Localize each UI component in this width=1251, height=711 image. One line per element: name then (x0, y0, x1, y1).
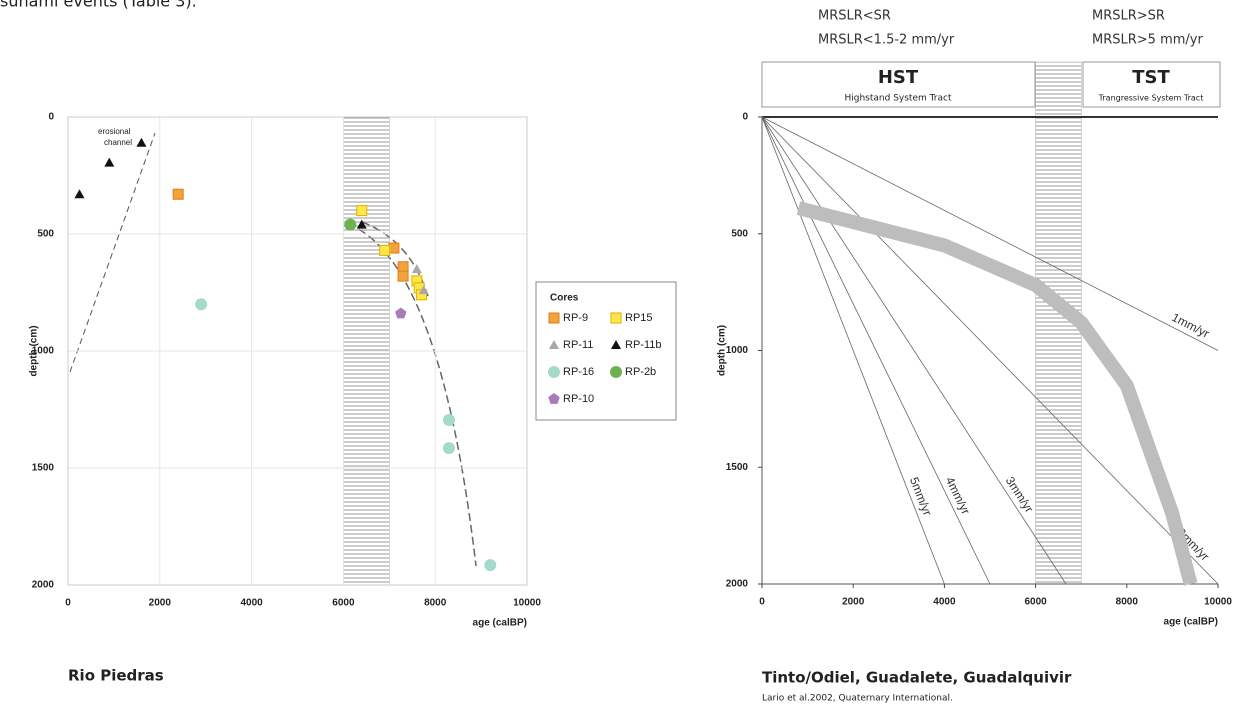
legend-title: Cores (550, 293, 579, 304)
legend-label: RP-2b (625, 366, 656, 378)
marker (344, 218, 357, 231)
trend-band (796, 201, 1198, 586)
marker (397, 270, 409, 282)
marker (418, 285, 429, 295)
marker (172, 188, 184, 200)
marker (104, 157, 115, 167)
annotation: erosional (98, 127, 131, 136)
rate-line (761, 116, 945, 585)
x-tick-label: 0 (759, 597, 765, 608)
y-tick-label: 500 (37, 229, 54, 240)
marker (356, 205, 368, 217)
hst-box (761, 61, 1036, 108)
legend-marker (610, 312, 622, 324)
legend-label: RP-11b (625, 339, 661, 351)
y-tick-label: 1500 (32, 463, 55, 474)
marker (379, 244, 391, 256)
legend-label: RP-10 (563, 393, 594, 405)
x-tick-label: 10000 (513, 598, 541, 609)
marker (442, 442, 455, 455)
source: Lario et al.2002, Quaternary Internation… (762, 694, 953, 704)
y-tick-label: 2000 (32, 580, 55, 591)
x-tick-label: 2000 (149, 598, 172, 609)
legend-label: RP-11 (563, 339, 593, 351)
rate-line (761, 116, 1067, 585)
marker (388, 242, 400, 254)
marker (136, 137, 147, 147)
x-tick-label: 4000 (933, 597, 956, 608)
rate-line (761, 116, 1219, 585)
rate-line (761, 116, 1219, 351)
legend-marker (548, 393, 560, 404)
chart-title: Tinto/Odiel, Guadalete, Guadalquivir (762, 669, 1072, 687)
x-tick-label: 6000 (332, 598, 355, 609)
x-tick-label: 4000 (240, 598, 263, 609)
legend-marker (549, 340, 559, 349)
hst-sub: Highstand System Tract (845, 94, 952, 104)
guide-curve (69, 132, 156, 373)
y-tick-label: 1000 (726, 345, 749, 356)
x-tick-label: 6000 (1024, 597, 1047, 608)
y-tick-label: 1500 (726, 462, 749, 473)
y-tick-label: 1000 (32, 346, 55, 357)
x-tick-label: 2000 (842, 597, 865, 608)
body-text: sunami events (Table 3). (0, 0, 197, 11)
hst-label: HST (878, 67, 919, 88)
plot-frame (67, 116, 528, 586)
chart-title: Rio Piedras (68, 667, 164, 685)
y-tick-label: 0 (48, 112, 54, 123)
y-tick-label: 2000 (726, 579, 749, 590)
y-axis-label: depth (cm) (29, 325, 40, 376)
x-tick-label: 0 (65, 598, 71, 609)
x-axis-label: age (calBP) (473, 618, 527, 629)
marker (356, 219, 367, 229)
marker (395, 307, 407, 319)
marker (442, 414, 455, 427)
x-axis-label: age (calBP) (1164, 617, 1218, 628)
legend-marker (548, 312, 560, 324)
y-tick-label: 500 (731, 228, 748, 239)
x-tick-label: 8000 (424, 598, 447, 609)
marker (484, 559, 497, 572)
legend-label: RP-16 (563, 366, 594, 378)
marker (397, 261, 409, 273)
header-text: MRSLR>SR (1092, 9, 1165, 24)
tst-box (1082, 61, 1221, 108)
rate-line (761, 116, 991, 585)
x-tick-label: 8000 (1116, 597, 1139, 608)
header-text: MRSLR<SR (818, 9, 891, 24)
tst-sub: Trangressive System Tract (1098, 94, 1204, 103)
header-text: MRSLR>5 mm/yr (1092, 33, 1203, 48)
marker (411, 264, 422, 274)
legend-label: RP-9 (563, 312, 588, 324)
marker (195, 298, 208, 311)
annotation: channel (104, 138, 132, 147)
x-tick-label: 10000 (1204, 597, 1232, 608)
legend-marker (548, 366, 560, 378)
marker (74, 189, 85, 199)
header-text: MRSLR<1.5-2 mm/yr (818, 33, 955, 48)
legend-marker (610, 366, 622, 378)
tst-label: TST (1132, 67, 1170, 88)
legend-marker (611, 340, 621, 349)
y-tick-label: 0 (742, 112, 748, 123)
rate-label: 5mm/yr (907, 475, 935, 517)
y-axis-label: depth (cm) (717, 325, 728, 376)
legend-label: RP15 (625, 312, 653, 324)
